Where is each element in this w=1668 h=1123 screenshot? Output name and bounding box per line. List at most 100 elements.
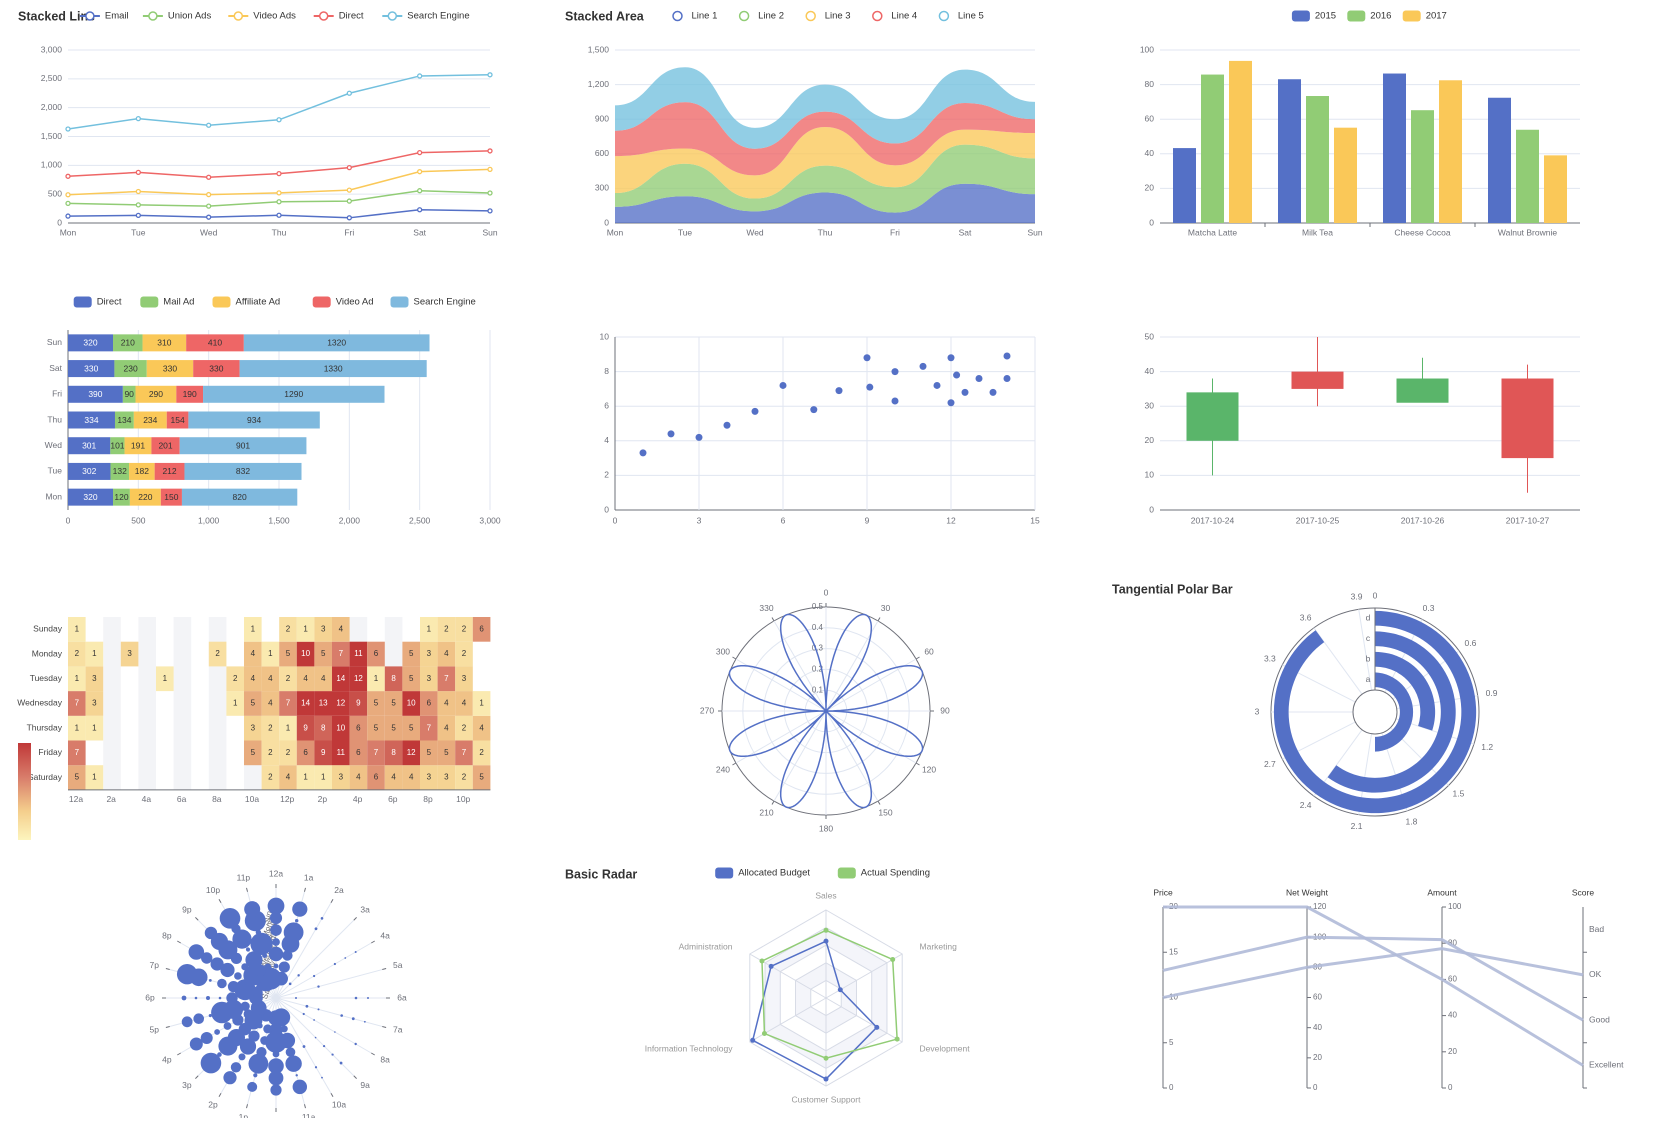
bar-segment-search-engine[interactable] xyxy=(181,488,298,506)
data-point[interactable] xyxy=(276,190,282,196)
punch-bubble[interactable] xyxy=(268,1058,284,1074)
punch-bubble[interactable] xyxy=(200,1052,222,1074)
heatmap-cell[interactable] xyxy=(296,666,315,692)
heatmap-cell[interactable] xyxy=(472,617,491,642)
heatmap-cell[interactable] xyxy=(279,666,297,692)
punch-bubble[interactable] xyxy=(270,1084,282,1096)
punch-bubble[interactable] xyxy=(302,1012,305,1016)
heatmap-cell[interactable] xyxy=(437,740,456,766)
heatmap-cell[interactable] xyxy=(420,715,438,741)
heatmap-cell[interactable] xyxy=(244,617,262,642)
data-point[interactable] xyxy=(206,174,212,180)
heatmap-visual-map[interactable] xyxy=(18,743,31,840)
punch-bubble[interactable] xyxy=(354,996,358,1000)
bar-segment-direct[interactable] xyxy=(68,334,114,352)
punch-bubble[interactable] xyxy=(314,1036,317,1039)
legend-item-search-engine[interactable]: Search Engine xyxy=(382,11,470,22)
punch-bubble[interactable] xyxy=(305,1004,309,1008)
scatter-point[interactable] xyxy=(695,433,703,441)
heatmap-cell[interactable] xyxy=(384,666,403,692)
bar-segment-direct[interactable] xyxy=(68,411,115,429)
data-point[interactable] xyxy=(346,187,352,193)
heatmap-cell[interactable] xyxy=(420,765,438,790)
heatmap-cell[interactable] xyxy=(367,641,385,667)
punch-bubble[interactable] xyxy=(267,897,285,915)
legend-item-line-2[interactable]: Line 2 xyxy=(738,11,784,22)
heatmap-cell[interactable] xyxy=(332,641,350,667)
legend-item-line-3[interactable]: Line 3 xyxy=(805,11,851,22)
scatter-point[interactable] xyxy=(919,362,927,370)
heatmap-cell[interactable] xyxy=(296,691,315,716)
data-point[interactable] xyxy=(417,169,423,175)
heatmap-cell[interactable] xyxy=(332,666,350,692)
data-point[interactable] xyxy=(206,203,212,209)
punch-bubble[interactable] xyxy=(339,1061,343,1065)
bar-segment-video-ad[interactable] xyxy=(154,462,185,480)
punch-bubble[interactable] xyxy=(292,1079,308,1095)
heatmap-cell[interactable] xyxy=(420,641,438,667)
punch-bubble[interactable] xyxy=(344,957,347,959)
scatter-point[interactable] xyxy=(1003,352,1011,360)
data-point[interactable] xyxy=(487,208,493,214)
heatmap-cell[interactable] xyxy=(349,666,368,692)
heatmap-cell[interactable] xyxy=(208,641,227,667)
scatter-point[interactable] xyxy=(667,430,675,438)
parallel-line[interactable] xyxy=(1162,947,1584,1000)
heatmap-cell[interactable] xyxy=(296,715,315,741)
punch-bubble[interactable] xyxy=(217,978,227,989)
data-point[interactable] xyxy=(346,215,352,221)
punch-bubble[interactable] xyxy=(248,1030,260,1042)
heatmap-cell[interactable] xyxy=(384,715,403,741)
heatmap-cell[interactable] xyxy=(349,740,368,766)
scatter-point[interactable] xyxy=(975,375,983,383)
punch-bubble[interactable] xyxy=(288,982,292,986)
punch-bubble[interactable] xyxy=(208,1013,212,1018)
heatmap-cell[interactable] xyxy=(226,691,244,716)
punch-bubble[interactable] xyxy=(264,963,272,971)
punch-bubble[interactable] xyxy=(268,1010,284,1026)
heatmap-cell[interactable] xyxy=(68,691,86,716)
heatmap-cell[interactable] xyxy=(420,617,438,642)
bar-segment-search-engine[interactable] xyxy=(184,462,302,480)
punch-bubble[interactable] xyxy=(265,1031,287,1053)
heatmap-cell[interactable] xyxy=(437,715,456,741)
bar-2016[interactable] xyxy=(1411,110,1434,223)
heatmap-cell[interactable] xyxy=(367,740,385,766)
heatmap-cell[interactable] xyxy=(279,641,297,667)
scatter-point[interactable] xyxy=(751,407,759,415)
heatmap-cell[interactable] xyxy=(332,617,350,642)
punch-bubble[interactable] xyxy=(285,1047,296,1057)
scatter-point[interactable] xyxy=(639,449,647,457)
punch-bubble[interactable] xyxy=(333,962,336,966)
scatter-point[interactable] xyxy=(891,368,899,376)
scatter-point[interactable] xyxy=(1003,375,1011,383)
heatmap-cell[interactable] xyxy=(367,765,385,790)
punch-bubble[interactable] xyxy=(245,951,263,969)
punch-bubble[interactable] xyxy=(248,1053,269,1074)
bar-segment-mail-ad[interactable] xyxy=(110,437,125,455)
bar-segment-mail-ad[interactable] xyxy=(122,385,136,403)
heatmap-cell[interactable] xyxy=(437,641,456,667)
punch-bubble[interactable] xyxy=(253,1073,258,1078)
heatmap-cell[interactable] xyxy=(244,641,262,667)
punch-bubble[interactable] xyxy=(210,957,224,971)
bar-segment-affiliate-ad[interactable] xyxy=(135,385,177,403)
punch-bubble[interactable] xyxy=(208,979,212,982)
bar-segment-video-ad[interactable] xyxy=(186,334,244,352)
bar-segment-search-engine[interactable] xyxy=(239,360,427,378)
heatmap-cell[interactable] xyxy=(402,740,420,766)
punch-bubble[interactable] xyxy=(272,1050,280,1058)
punch-bubble[interactable] xyxy=(245,947,251,952)
punch-bubble[interactable] xyxy=(223,1022,232,1030)
heatmap-cell[interactable] xyxy=(332,740,350,766)
candle-body[interactable] xyxy=(1186,392,1239,441)
heatmap-cell[interactable] xyxy=(296,765,315,790)
data-point[interactable] xyxy=(346,198,352,204)
radar-point[interactable] xyxy=(823,1055,829,1061)
polar-bar-b[interactable] xyxy=(1375,651,1436,731)
polar-bar-a[interactable] xyxy=(1375,672,1414,752)
punch-bubble[interactable] xyxy=(263,1024,273,1034)
heatmap-cell[interactable] xyxy=(455,641,473,667)
punch-bubble[interactable] xyxy=(302,1045,306,1048)
punch-bubble[interactable] xyxy=(206,996,210,1000)
